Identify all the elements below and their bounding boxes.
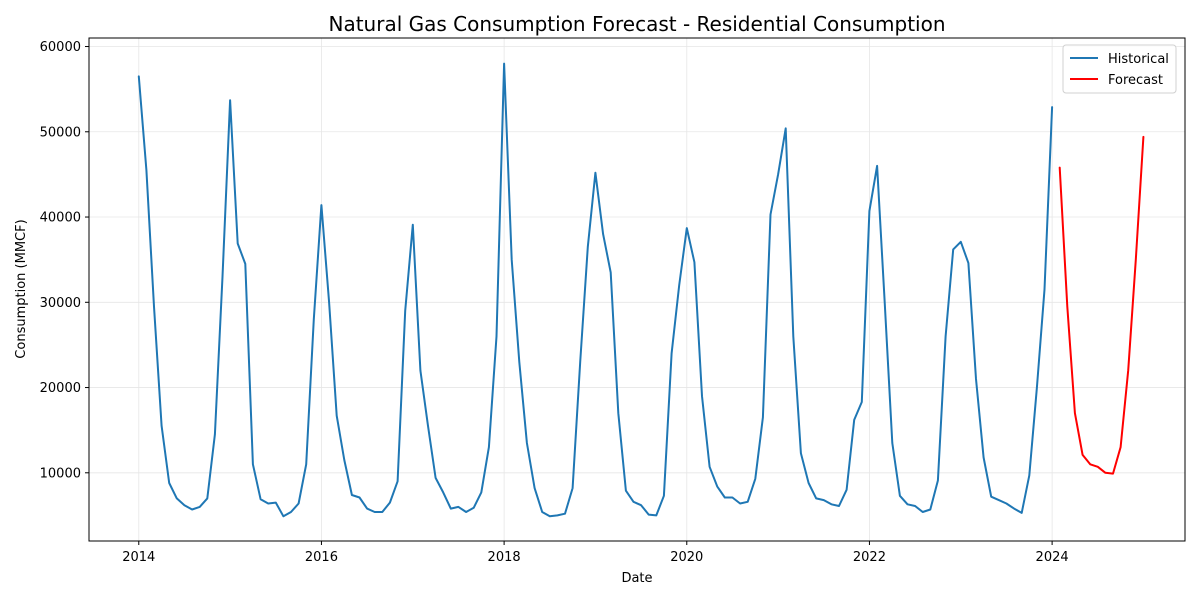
series-line-forecast [1058,135,1145,475]
y-tick-label: 40000 [40,211,81,226]
legend: Historical Forecast [1062,44,1177,94]
x-tick-label: 2022 [853,550,886,565]
x-tick-label: 2014 [122,550,155,565]
axis-ticks: 2014 2016 2018 2020 2022 2024 10000 20000 30000 4… [40,40,1069,565]
y-axis-label: Consumption (MMCF) [14,219,29,358]
chart-title: Natural Gas Consumption Forecast - Resid… [328,12,945,36]
plot-frame [88,37,1186,542]
x-tick-label: 2018 [488,550,521,565]
y-tick-label: 60000 [40,40,81,55]
legend-label-historical: Historical [1108,52,1169,67]
x-tick-label: 2020 [670,550,703,565]
legend-label-forecast: Forecast [1108,73,1163,88]
y-tick-label: 10000 [40,466,81,481]
series-area [137,62,1145,518]
y-tick-label: 50000 [40,125,81,140]
x-tick-label: 2016 [305,550,338,565]
series-line-historical [137,62,1054,518]
x-tick-label: 2024 [1036,550,1069,565]
y-tick-label: 30000 [40,296,81,311]
y-tick-label: 20000 [40,381,81,396]
x-axis-label: Date [621,571,652,586]
